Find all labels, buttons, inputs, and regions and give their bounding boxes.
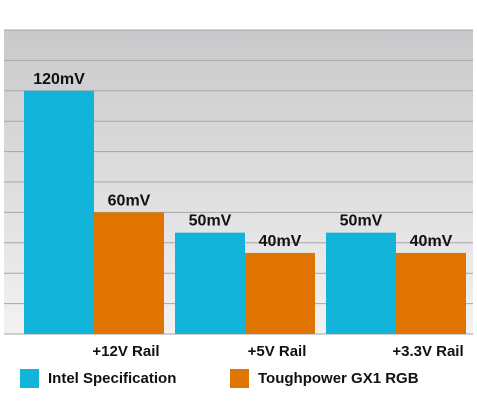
legend-item-toughpower-gx1-rgb: Toughpower GX1 RGB (230, 366, 419, 390)
category-labels: +12V Rail +5V Rail +3.3V Rail (92, 343, 463, 360)
data-label: 40mV (259, 233, 302, 250)
data-label: 50mV (189, 213, 232, 230)
data-label: 120mV (33, 71, 85, 88)
legend-item-intel-specification: Intel Specification (20, 366, 176, 390)
bar-toughpower-gx1-rgb-2 (396, 252, 466, 334)
data-labels: 120mV 60mV 50mV 40mV 50mV 40mV (33, 71, 452, 250)
data-label: 60mV (108, 192, 151, 209)
category-label: +5V Rail (248, 343, 307, 360)
bar-toughpower-gx1-rgb-0 (94, 212, 164, 334)
category-label: +12V Rail (92, 343, 159, 360)
bar-intel-specification-2 (326, 232, 396, 334)
legend-swatch-intel-specification (20, 368, 39, 388)
bars (24, 90, 466, 334)
data-label: 40mV (410, 233, 453, 250)
bar-toughpower-gx1-rgb-1 (245, 252, 315, 334)
legend: Intel Specification Toughpower GX1 RGB (20, 366, 460, 390)
legend-swatch-toughpower-gx1-rgb (230, 368, 249, 388)
category-label: +3.3V Rail (392, 343, 463, 360)
legend-label-toughpower-gx1-rgb: Toughpower GX1 RGB (258, 369, 419, 387)
bar-intel-specification-0 (24, 90, 94, 334)
legend-label-intel-specification: Intel Specification (48, 369, 177, 387)
bar-intel-specification-1 (175, 232, 245, 334)
data-label: 50mV (340, 213, 383, 230)
